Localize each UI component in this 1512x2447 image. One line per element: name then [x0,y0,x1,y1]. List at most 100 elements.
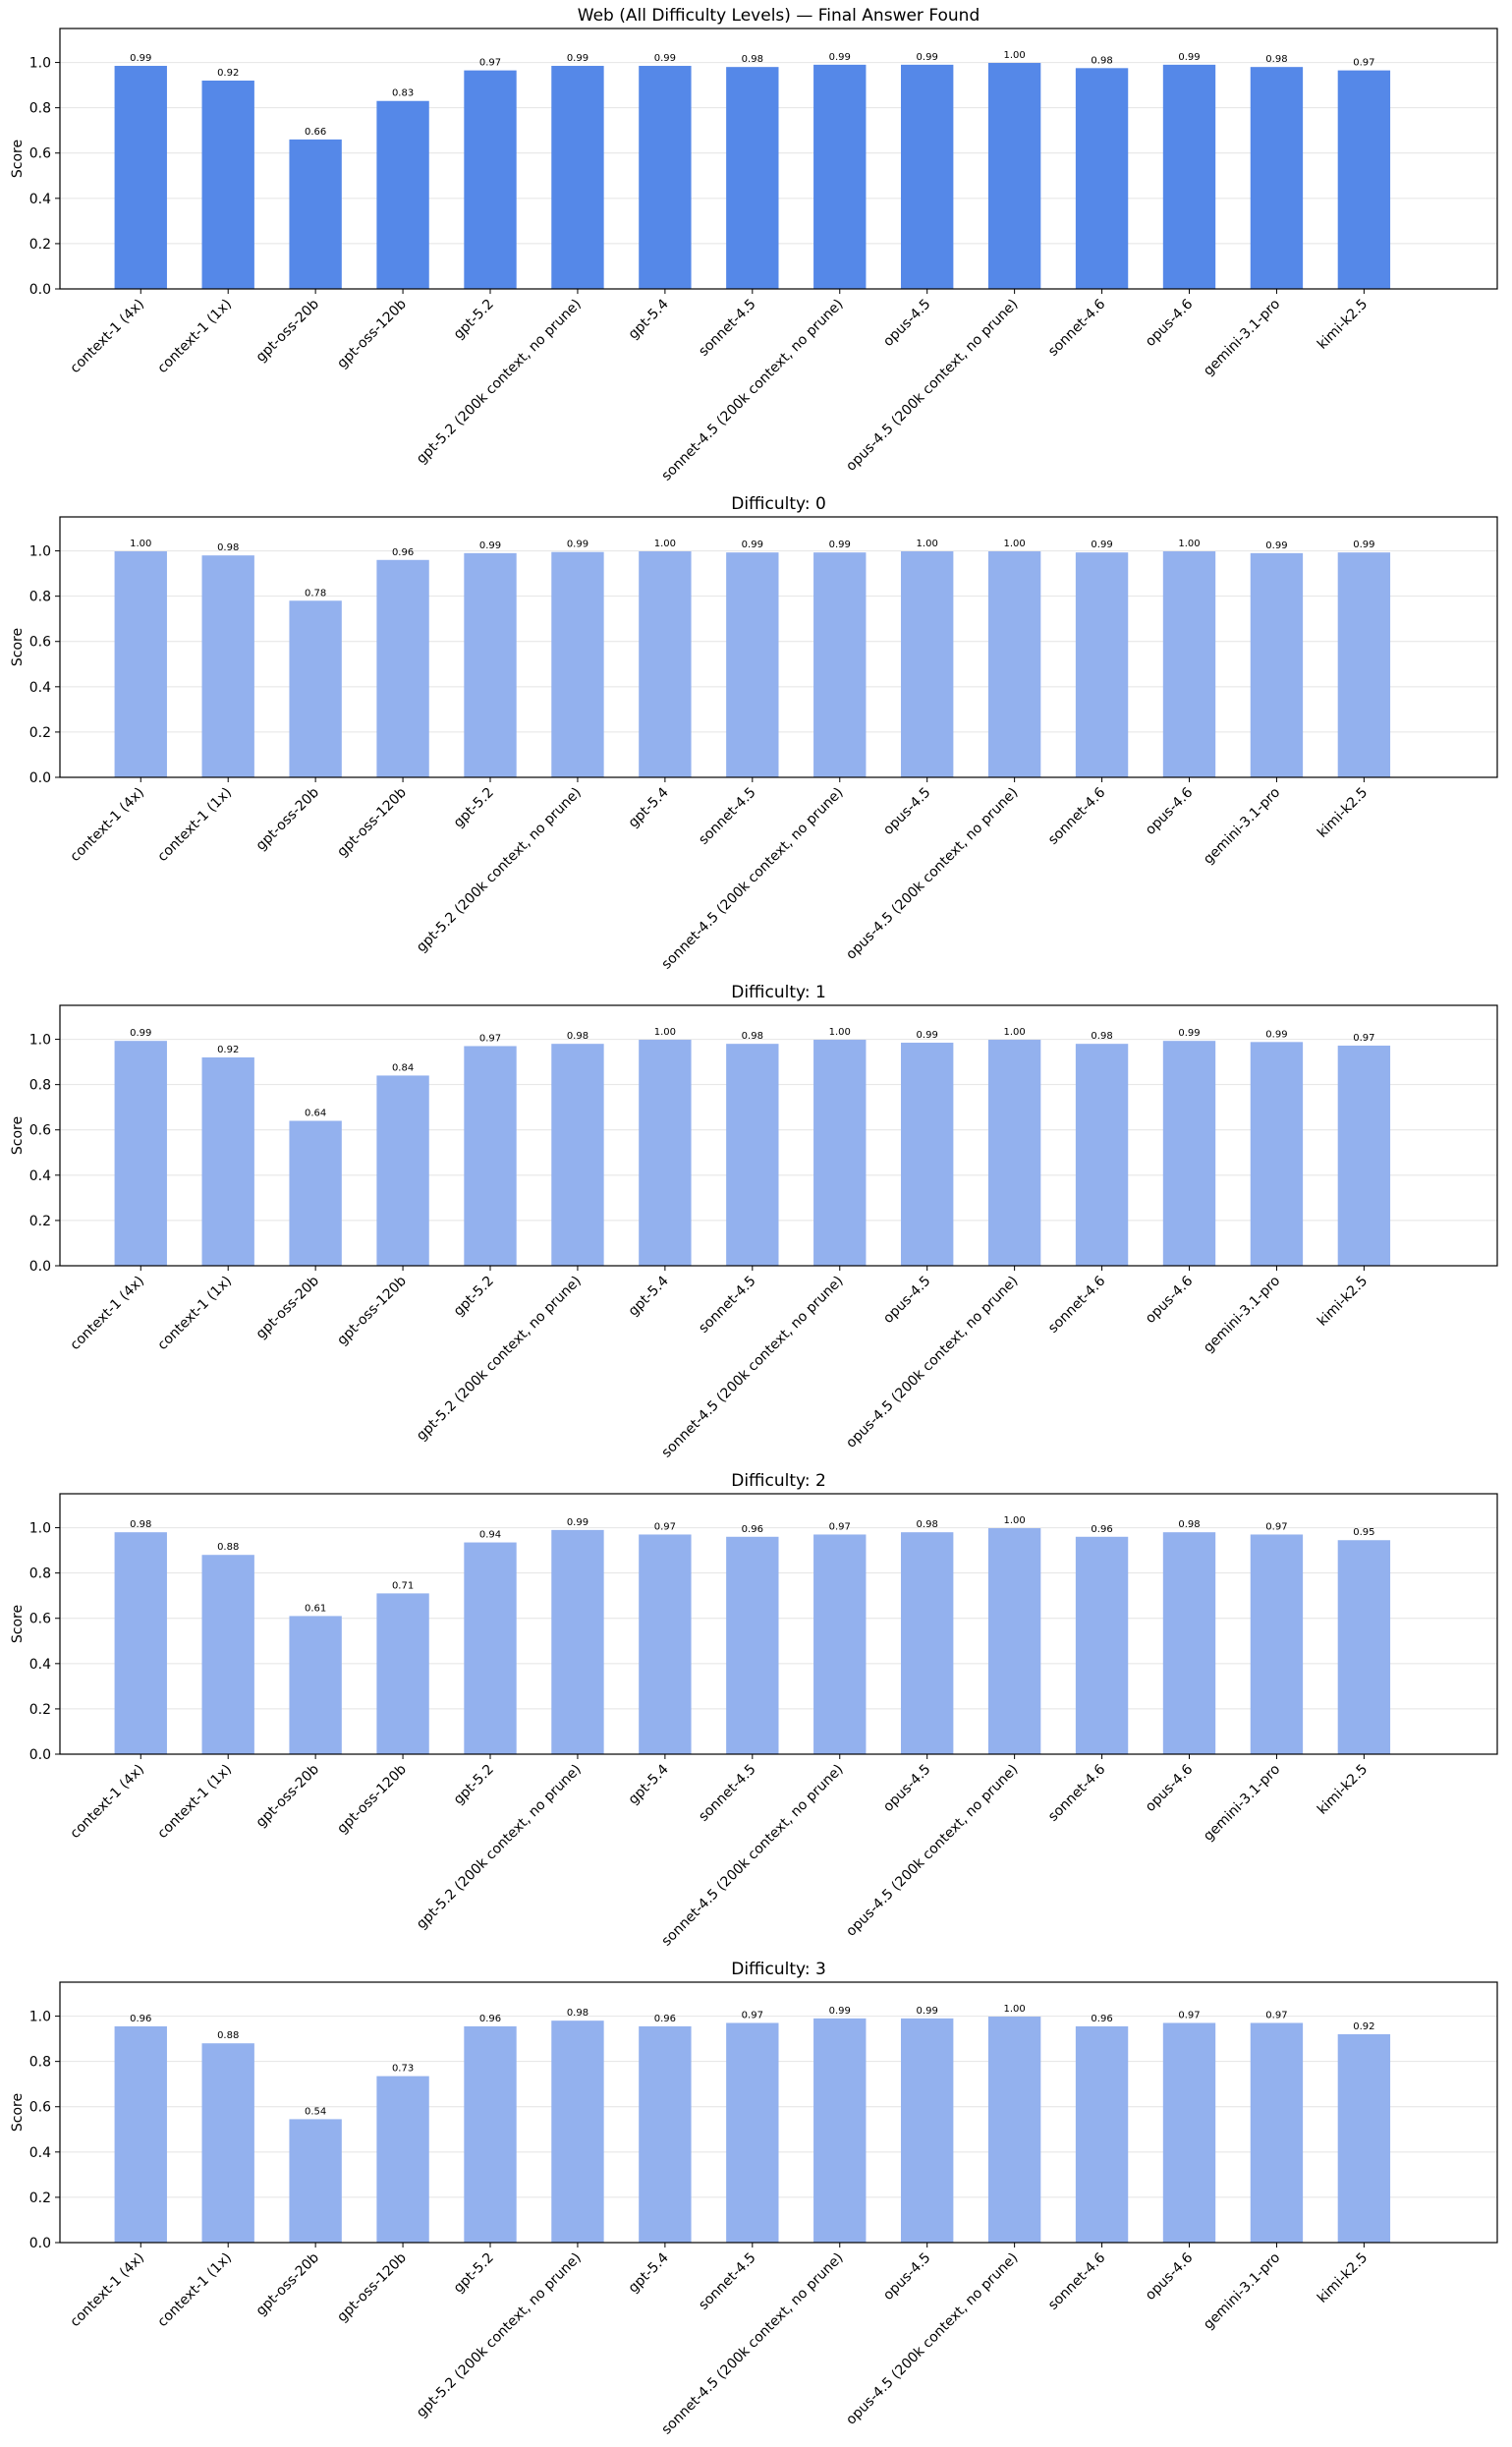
x-tick-label: gemini-3.1-pro [1201,297,1283,379]
x-tick-label: context-1 (1x) [155,1274,236,1354]
bar-value-label: 0.78 [305,588,326,598]
bar [726,1044,779,1266]
bar-value-label: 0.64 [305,1109,326,1119]
x-tick-label: sonnet-4.6 [1045,296,1108,359]
bar [1337,1046,1391,1266]
y-tick-label: 0.8 [29,1566,51,1582]
y-tick-label: 0.6 [29,635,51,651]
bar-value-label: 0.99 [567,53,588,64]
bar-value-label: 0.98 [217,542,239,553]
y-tick-label: 0.8 [29,1078,51,1094]
x-tick-label: gemini-3.1-pro [1201,785,1283,868]
plot-frame [59,516,1498,778]
bar-value-label: 0.61 [305,1603,326,1614]
x-tick-label: opus-4.6 [1143,1761,1196,1814]
y-tick-label: 0.8 [29,590,51,605]
x-tick-label: gemini-3.1-pro [1201,1274,1283,1356]
x-tick-label: sonnet-4.5 [696,2250,758,2313]
x-tick-label: gpt-5.4 [626,784,672,830]
x-tick-label: opus-4.5 [880,297,933,350]
bar-value-label: 0.92 [217,1045,239,1055]
bar [201,1555,254,1754]
bar [1250,2022,1304,2243]
x-tick-label: gpt-oss-120b [334,2249,410,2325]
bar [901,2018,954,2243]
bar-value-label: 0.99 [829,2006,851,2017]
x-tick-label: gemini-3.1-pro [1201,1762,1283,1845]
x-tick-label: gpt-5.2 (200k context, no prune) [414,1762,585,1933]
bar-value-label: 0.99 [1265,541,1287,551]
x-tick-label: gpt-5.2 (200k context, no prune) [414,785,585,956]
x-tick-label: opus-4.6 [1143,1273,1196,1326]
bar-value-label: 0.96 [392,547,414,558]
x-tick-label: gpt-oss-20b [253,2249,322,2318]
bar-value-label: 0.96 [479,2014,501,2024]
bar-value-label: 0.98 [130,1519,151,1530]
chart-title: Web (All Difficulty Levels) — Final Answ… [578,6,980,26]
bar-value-label: 0.94 [479,1530,501,1541]
x-tick-label: kimi-k2.5 [1315,1762,1371,1818]
bar-value-label: 0.96 [742,1524,763,1535]
x-tick-label: context-1 (1x) [155,785,236,866]
x-tick-label: gpt-oss-20b [253,296,322,365]
bar [639,551,692,777]
x-tick-label: gpt-5.2 [451,1762,497,1808]
bar [464,552,517,777]
plot-frame [59,1981,1498,2244]
y-tick-label: 0.2 [29,1214,51,1229]
y-tick-label: 0.4 [29,680,51,696]
bar-value-label: 0.95 [1353,1527,1374,1538]
x-tick-label: kimi-k2.5 [1315,2250,1371,2306]
x-tick-label: sonnet-4.5 (200k context, no prune) [658,2250,846,2438]
bar-value-label: 1.00 [917,539,938,549]
x-tick-label: gpt-oss-20b [253,1761,322,1830]
bar-value-label: 0.71 [392,1580,414,1591]
y-tick-label: 0.4 [29,1168,51,1184]
y-tick-label: 0.6 [29,1612,51,1627]
chart-title: Difficulty: 1 [731,983,826,1002]
x-tick-label: sonnet-4.6 [1045,2249,1108,2312]
bar-value-label: 0.97 [479,58,501,69]
bar [201,1057,254,1266]
bar [639,2025,692,2243]
chart-panel-4: Difficulty: 3 Score 0.0 0.2 0.4 0.6 0.8 1.0 0.96… [10,1960,1498,2438]
bar-value-label: 0.96 [654,2014,676,2024]
bar-value-label: 0.96 [1091,2014,1112,2024]
bar [376,100,429,289]
x-tick-label: opus-4.6 [1143,296,1196,349]
bar-value-label: 0.97 [654,1521,676,1532]
bar [114,1041,167,1266]
bar-value-label: 0.98 [917,1519,938,1530]
bar-value-label: 0.83 [392,88,414,99]
bar [551,1529,604,1754]
bar-value-label: 0.73 [392,2064,414,2075]
bar-value-label: 0.98 [742,54,763,65]
bar-value-label: 0.84 [392,1062,414,1073]
bar-value-label: 0.99 [829,540,851,550]
bar [464,1542,517,1754]
chart-panel-1: Difficulty: 0 Score 0.0 0.2 0.4 0.6 0.8 1.0 1.00… [10,494,1498,973]
x-tick-label: gpt-5.4 [626,2249,672,2296]
bar-value-label: 0.99 [130,53,151,64]
bar [901,64,954,289]
bar [1162,551,1216,777]
bar [901,1532,954,1754]
x-tick-label: gpt-5.2 [451,2250,497,2297]
chart-panel-3: Difficulty: 2 Score 0.0 0.2 0.4 0.6 0.8 1.0 0.98… [10,1471,1498,1950]
bar [289,1120,342,1266]
chart-title: Difficulty: 2 [731,1471,826,1491]
bar [1075,68,1129,290]
x-tick-label: opus-4.5 [880,1274,933,1327]
bar-value-label: 0.99 [742,540,763,550]
bar-value-label: 0.99 [1178,1028,1200,1039]
bar [114,551,167,777]
x-tick-label: sonnet-4.6 [1045,784,1108,847]
x-tick-label: opus-4.6 [1143,784,1196,837]
x-tick-label: gpt-oss-20b [253,1273,322,1341]
bar [987,63,1041,289]
x-tick-label: gpt-oss-120b [334,1273,410,1348]
y-tick-label: 0.4 [29,1657,51,1673]
bar-value-label: 1.00 [1003,50,1025,61]
chart-panel-0: Web (All Difficulty Levels) — Final Answ… [10,6,1498,484]
